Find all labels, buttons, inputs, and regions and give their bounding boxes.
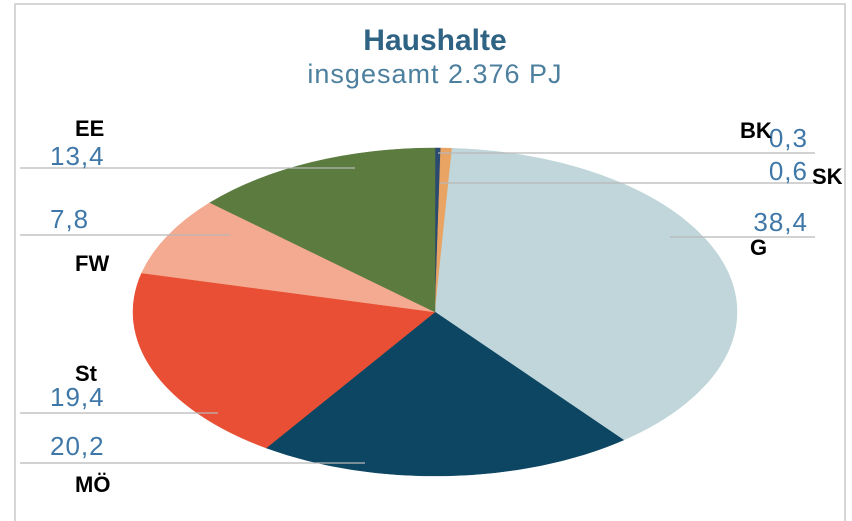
category-label: G [750, 235, 767, 260]
value-label: 0,6 [769, 156, 808, 186]
value-label: 0,3 [769, 123, 808, 153]
category-label: EE [75, 116, 104, 141]
pie-slice [132, 272, 436, 449]
value-label: 38,4 [753, 207, 808, 237]
category-label: BK [740, 118, 772, 143]
category-label: MÖ [75, 472, 110, 497]
category-label: FW [75, 251, 109, 276]
pie-slice [265, 311, 625, 477]
value-label: 13,4 [50, 141, 105, 171]
pie-slice [209, 147, 436, 313]
category-label: St [75, 361, 98, 386]
value-label: 19,4 [50, 382, 105, 412]
value-label: 7,8 [50, 204, 89, 234]
category-label: SK [812, 164, 843, 189]
chart-subtitle: insgesamt 2.376 PJ [307, 59, 562, 89]
pie-slice [434, 148, 738, 441]
value-label: 20,2 [50, 431, 105, 461]
chart-title: Haushalte [363, 24, 506, 57]
